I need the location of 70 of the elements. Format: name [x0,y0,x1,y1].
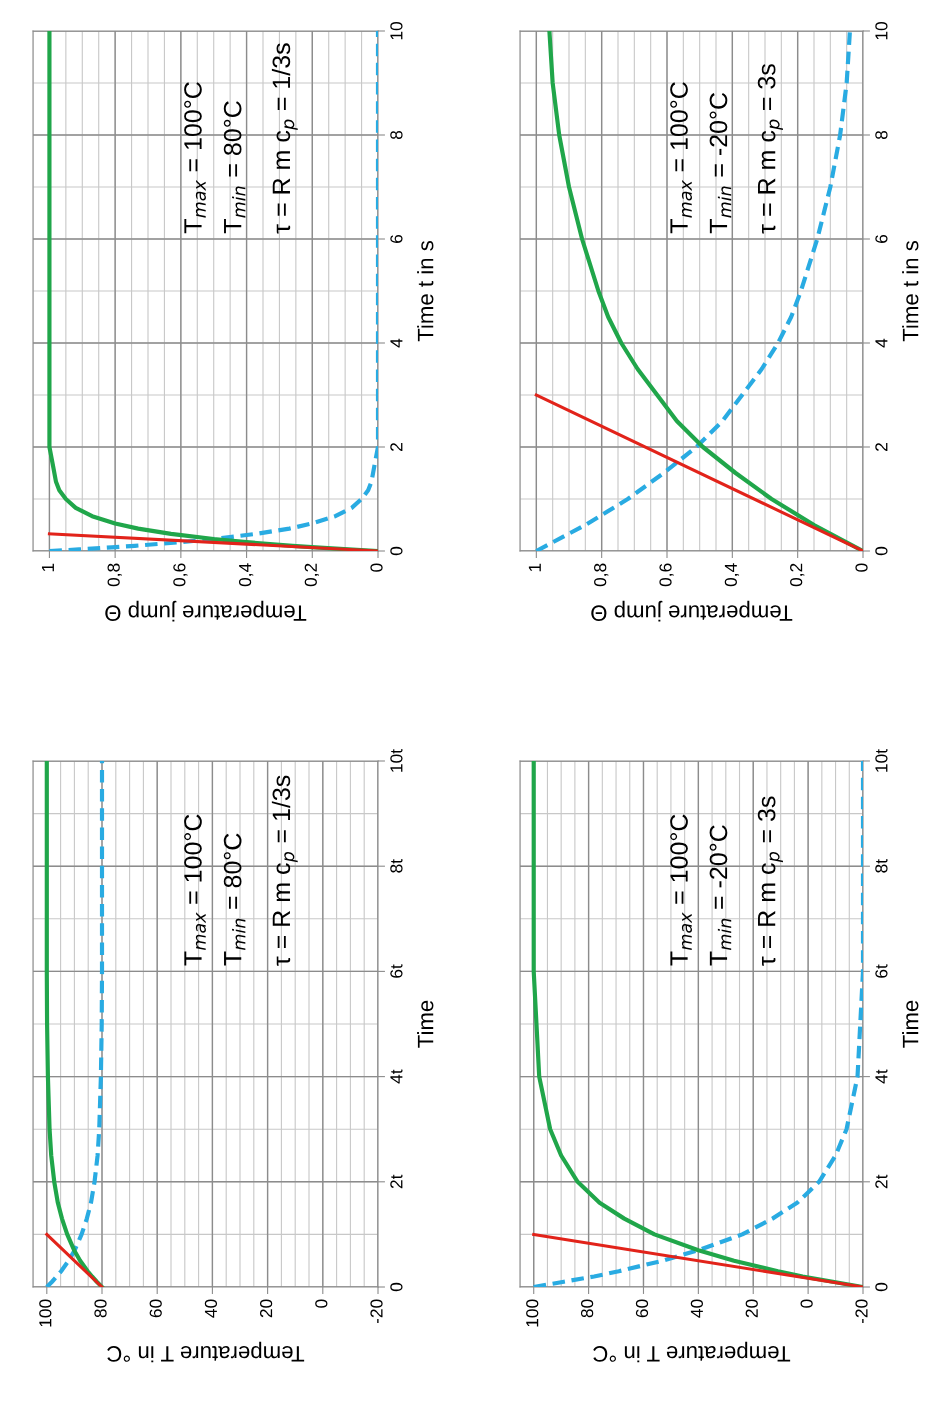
y-tick-label: 0 [390,1282,403,1292]
annotation: T$_{max}$ = 100°C [670,82,692,234]
y-tick-label: 2t [390,1174,403,1189]
x-tick-label: 0,4 [238,563,254,587]
y-tick-label: 8 [390,130,403,140]
y-tick-label: 10t [875,749,888,772]
y-axis-title: Time [417,1000,434,1048]
x-tick-label: 80 [94,1299,107,1318]
y-axis-title: Time t in s [902,240,919,342]
y-tick-label: 4 [390,338,403,348]
x-tick-label: 0,2 [304,563,319,587]
x-tick-label: 100 [526,1299,539,1327]
y-tick-label: 2 [875,443,888,451]
x-tick-label: 0,4 [724,563,740,587]
annotation: T$_{min}$ = -20°C [709,825,732,966]
x-tick-label: 20 [259,1299,273,1318]
y-tick-label: 10t [390,749,403,772]
y-tick-label: 6 [390,234,403,243]
y-tick-label: 0 [390,546,403,556]
y-tick-label: 10 [390,22,403,40]
x-tick-label: 0,2 [790,563,805,587]
x-axis-title: Temperature T in °C [107,1341,305,1363]
y-tick-label: 4 [875,338,888,348]
x-tick-label: 80 [580,1299,594,1318]
y-tick-label: 0 [875,1282,888,1292]
annotation: τ = R m c$_{p}$ = 3s [757,64,783,234]
annotation: T$_{min}$ = 80°C [223,833,246,966]
annotation: T$_{max}$ = 100°C [184,82,206,234]
x-axis-title: Temperature T in °C [593,1341,791,1363]
y-tick-label: 6t [390,964,403,978]
x-tick-label: 0 [370,563,383,572]
x-tick-label: 0 [855,563,868,572]
x-tick-label: 20 [745,1299,758,1318]
annotation: T$_{min}$ = -20°C [709,92,732,234]
annotation: T$_{max}$ = 100°C [670,814,692,966]
x-tick-label: 0,8 [107,563,122,587]
y-tick-label: 6 [875,234,888,243]
y-axis-title: Time t in s [417,240,434,342]
x-tick-label: -20 [855,1299,868,1324]
annotation: T$_{min}$ = 80°C [223,101,246,234]
x-tick-label: -20 [370,1299,383,1324]
x-axis-title: Temperature jump Θ [105,600,307,622]
y-tick-label: 8t [875,859,888,873]
x-tick-label: 1 [528,563,541,572]
y-tick-label: 10 [875,22,888,40]
annotation: τ = R m c$_{p}$ = 1/3s [271,43,298,234]
x-axis-title: Temperature jump Θ [591,600,793,622]
x-tick-label: 40 [204,1299,218,1318]
x-tick-label: 60 [149,1299,162,1318]
y-tick-label: 2t [875,1174,888,1189]
x-tick-label: 0,8 [594,563,609,587]
x-tick-label: 40 [690,1299,704,1318]
x-tick-label: 0,6 [173,563,188,587]
x-tick-label: 60 [635,1299,649,1318]
y-tick-label: 6t [875,964,888,978]
annotation: τ = R m c$_{p}$ = 1/3s [271,775,298,966]
annotation: τ = R m c$_{p}$ = 3s [757,796,783,966]
x-tick-label: 0 [800,1299,813,1308]
x-tick-label: 0 [315,1299,328,1308]
x-tick-label: 0,6 [659,563,674,587]
y-tick-label: 8 [875,130,888,140]
annotation: T$_{max}$ = 100°C [184,814,206,966]
y-axis-title: Time [902,1000,919,1048]
x-tick-label: 100 [39,1299,52,1327]
y-tick-label: 4t [875,1069,888,1084]
y-tick-label: 2 [390,443,403,451]
y-tick-label: 4t [390,1069,403,1084]
y-tick-label: 0 [875,546,888,556]
x-tick-label: 1 [41,563,54,572]
y-tick-label: 8t [390,859,403,873]
